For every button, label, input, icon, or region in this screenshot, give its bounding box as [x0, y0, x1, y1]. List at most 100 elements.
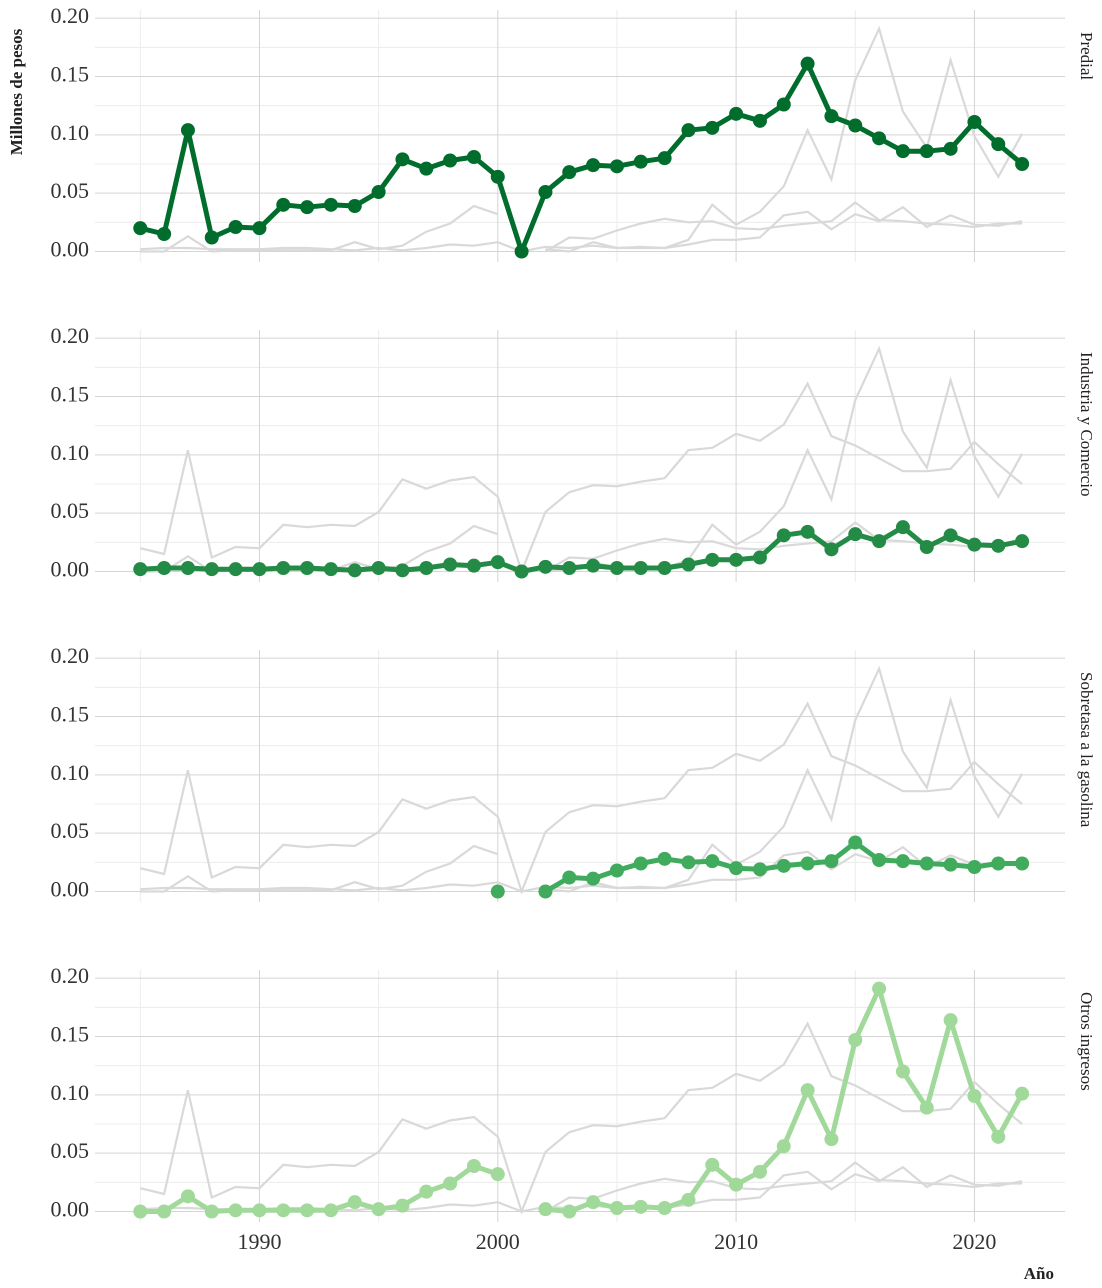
point	[228, 220, 243, 234]
point	[371, 185, 386, 199]
point	[824, 542, 839, 557]
point	[919, 144, 934, 159]
point	[586, 558, 601, 573]
point	[895, 854, 910, 869]
series-line	[140, 986, 1025, 1214]
point	[228, 1203, 243, 1218]
point	[848, 527, 863, 542]
context-line	[140, 25, 1024, 253]
point	[967, 860, 982, 874]
point	[729, 1177, 744, 1192]
point	[276, 561, 291, 575]
point	[443, 1176, 458, 1191]
y-tick-label: 0.15	[51, 702, 90, 727]
point	[729, 552, 744, 567]
point	[562, 165, 577, 180]
point	[872, 534, 887, 549]
point	[991, 538, 1006, 553]
point	[157, 561, 172, 575]
point	[633, 154, 648, 169]
y-tick-label: 0.10	[51, 440, 90, 465]
point	[752, 113, 767, 128]
context-line	[140, 381, 1023, 575]
point	[490, 169, 505, 184]
x-tick-label: 2010	[714, 1229, 758, 1254]
point	[967, 1089, 982, 1103]
y-tick-label: 0.05	[51, 818, 90, 843]
point	[133, 1204, 148, 1219]
point	[419, 1184, 434, 1199]
point	[895, 144, 910, 159]
point	[609, 159, 624, 174]
point	[443, 153, 458, 168]
point	[609, 1201, 624, 1215]
point	[347, 199, 362, 213]
point	[800, 524, 815, 539]
point	[895, 520, 910, 535]
point	[180, 561, 195, 575]
y-tick-label: 0.00	[51, 557, 90, 582]
point	[872, 981, 887, 996]
point	[538, 884, 553, 899]
y-tick-label: 0.00	[51, 1197, 90, 1222]
point	[538, 559, 553, 574]
point	[586, 871, 601, 886]
y-tick-label: 0.20	[51, 3, 90, 28]
point	[824, 1132, 839, 1147]
point	[752, 550, 767, 565]
point	[252, 1203, 267, 1218]
point	[991, 856, 1006, 871]
point	[919, 856, 934, 871]
point	[705, 854, 720, 869]
point	[323, 1203, 338, 1218]
point	[419, 161, 434, 176]
point	[204, 230, 219, 245]
point	[872, 131, 887, 146]
point	[323, 562, 338, 577]
point	[443, 557, 458, 572]
point	[204, 1204, 219, 1219]
point	[586, 158, 601, 173]
point	[848, 1033, 863, 1047]
point	[657, 1201, 672, 1215]
point	[705, 1157, 720, 1172]
point	[490, 555, 505, 570]
point	[276, 197, 291, 212]
y-tick-label: 0.00	[51, 237, 90, 262]
point	[514, 244, 529, 259]
context-line	[544, 521, 1023, 573]
context-line	[140, 345, 1024, 573]
point	[466, 1159, 481, 1173]
point	[943, 528, 958, 543]
point	[419, 561, 434, 575]
point	[800, 856, 815, 871]
point	[490, 884, 505, 899]
point	[800, 1083, 815, 1098]
point	[657, 561, 672, 575]
point	[848, 835, 863, 850]
point	[300, 200, 315, 215]
point	[705, 552, 720, 567]
point	[991, 1129, 1006, 1144]
x-tick-label: 2020	[952, 1229, 996, 1254]
point	[633, 856, 648, 871]
y-tick-label: 0.10	[51, 760, 90, 785]
point	[133, 221, 148, 236]
point	[490, 1167, 505, 1182]
point	[347, 563, 362, 578]
point	[609, 561, 624, 575]
y-tick-label: 0.10	[51, 1080, 90, 1105]
point	[204, 562, 219, 577]
point	[157, 1204, 172, 1219]
point	[395, 1198, 410, 1213]
point	[1015, 1086, 1030, 1101]
point	[466, 558, 481, 573]
y-tick-label: 0.15	[51, 62, 90, 87]
point	[633, 1199, 648, 1214]
y-tick-label: 0.05	[51, 178, 90, 203]
point	[395, 563, 410, 578]
y-tick-label: 0.15	[51, 382, 90, 407]
point	[776, 97, 791, 112]
point	[800, 56, 815, 71]
point	[323, 197, 338, 212]
